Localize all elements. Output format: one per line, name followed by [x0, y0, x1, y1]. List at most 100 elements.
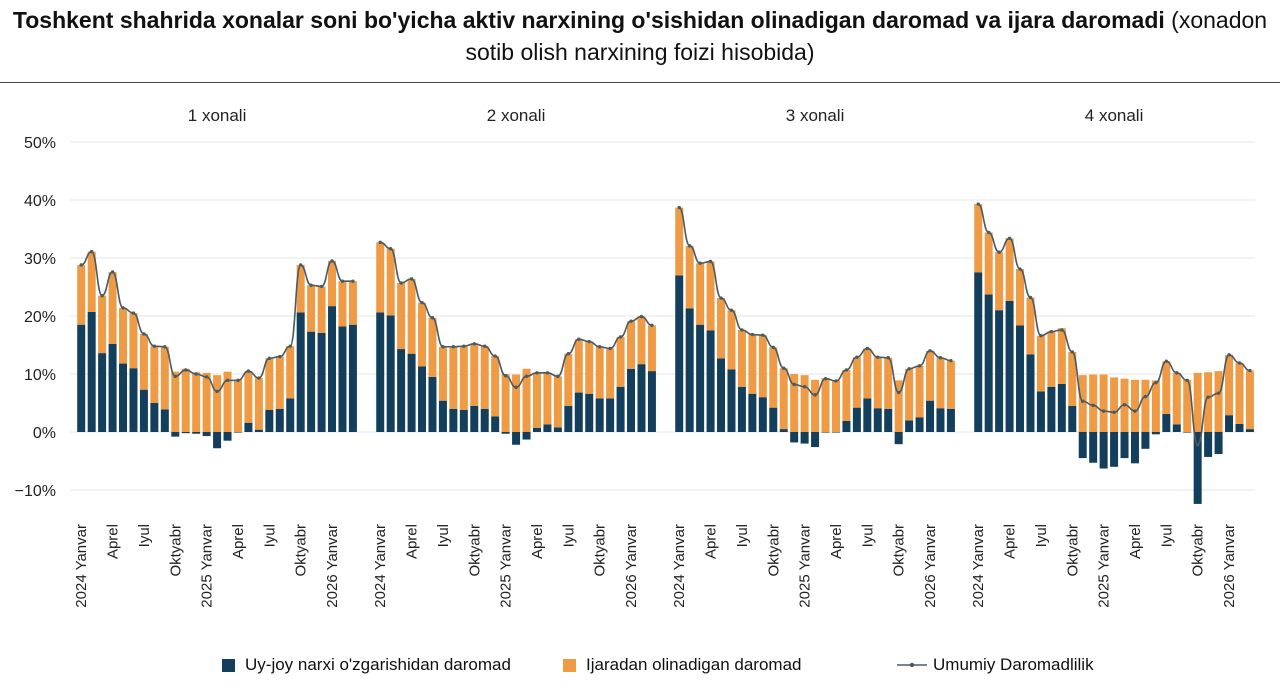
bar-rent: [852, 357, 861, 408]
bar-rent: [595, 346, 604, 399]
x-tick-label: Iyul: [859, 524, 876, 547]
bar-rent: [77, 264, 86, 325]
x-tick-label: 2025 Yanvar: [498, 524, 515, 608]
x-tick-label: Aprel: [703, 524, 720, 559]
y-tick-label: 30%: [24, 251, 56, 268]
bar-price: [1047, 386, 1056, 432]
bar-price: [675, 275, 684, 432]
bar-price: [779, 429, 788, 432]
bar-price: [233, 432, 242, 433]
x-tick-label: Aprel: [230, 524, 247, 559]
bar-rent: [317, 286, 326, 333]
bar-rent: [1225, 354, 1234, 416]
total-point: [771, 345, 775, 350]
bar-price: [512, 432, 521, 445]
bar-price: [244, 422, 253, 432]
total-point: [340, 279, 345, 283]
total-point: [204, 375, 209, 379]
bar-price: [223, 432, 232, 441]
total-point: [430, 316, 435, 320]
total-point: [319, 284, 324, 289]
total-point: [1060, 328, 1064, 332]
bar-rent: [863, 348, 872, 399]
bar-price: [376, 312, 385, 432]
total-point: [629, 319, 633, 323]
bar-price: [553, 427, 562, 432]
bar-price: [946, 408, 955, 432]
bar-rent: [501, 374, 510, 432]
total-point: [409, 277, 414, 281]
bar-rent: [543, 372, 552, 425]
total-point: [483, 344, 487, 348]
bar-price: [873, 408, 882, 432]
bar-price: [543, 424, 552, 432]
bar-rent: [438, 346, 447, 401]
bar-rent: [1110, 377, 1119, 432]
bar-rent: [905, 368, 914, 421]
bar-rent: [254, 378, 263, 430]
bar-price: [449, 408, 458, 432]
total-point: [823, 376, 828, 381]
total-point: [309, 283, 313, 287]
bar-price: [936, 408, 945, 432]
x-tick-label: Iyul: [435, 524, 452, 547]
x-tick-label: Oktyabr: [765, 524, 782, 577]
total-point: [813, 393, 817, 397]
legend-item-total: Umumiy Daromadlilik: [897, 655, 1094, 675]
total-point: [844, 368, 849, 372]
bar-price: [1141, 432, 1150, 449]
x-tick-label: Iyul: [560, 524, 577, 547]
x-tick-label: Oktyabr: [891, 524, 908, 577]
bar-price: [386, 315, 395, 432]
bar-price: [821, 432, 830, 433]
legend-swatch-price: [222, 658, 235, 672]
x-tick-label: Oktyabr: [466, 524, 483, 577]
bar-price: [1026, 354, 1035, 432]
bar-price: [1099, 432, 1108, 469]
total-point: [855, 355, 859, 359]
x-tick-label: 2025 Yanvar: [797, 524, 814, 608]
total-point: [917, 364, 922, 368]
total-point: [976, 202, 980, 206]
bar-rent: [397, 282, 406, 350]
bar-price: [685, 308, 694, 432]
bar-price: [831, 432, 840, 433]
bar-rent: [98, 295, 107, 354]
x-tick-label: Aprel: [1127, 524, 1144, 559]
bar-price: [984, 294, 993, 432]
total-point: [802, 385, 807, 389]
total-point: [110, 270, 115, 274]
total-point: [1206, 395, 1210, 399]
bar-price: [328, 306, 337, 432]
total-point: [1091, 403, 1095, 408]
bar-rent: [800, 375, 809, 432]
total-point: [1028, 295, 1033, 300]
bar-price: [1016, 325, 1025, 432]
bar-rent: [717, 298, 726, 359]
bar-rent: [1162, 361, 1171, 415]
total-point: [997, 250, 1001, 254]
bar-price: [811, 432, 820, 448]
bar-price: [800, 432, 809, 444]
bar-price: [894, 432, 903, 445]
bar-price: [1225, 415, 1234, 432]
bar-rent: [286, 346, 295, 399]
bar-rent: [1193, 372, 1202, 432]
bar-price: [98, 353, 107, 432]
total-point: [986, 230, 991, 235]
bar-price: [1089, 432, 1098, 463]
bar-rent: [338, 281, 347, 327]
bar-price: [842, 420, 851, 432]
y-tick-label: 20%: [24, 309, 56, 326]
bar-rent: [428, 317, 437, 377]
bar-rent: [1078, 375, 1087, 432]
bar-rent: [1047, 331, 1056, 387]
bar-price: [616, 386, 625, 432]
total-point: [194, 372, 198, 376]
bar-price: [1130, 432, 1139, 464]
total-point: [173, 374, 177, 379]
bar-rent: [1151, 380, 1160, 432]
bar-rent: [1089, 374, 1098, 432]
legend-dot: [909, 662, 915, 668]
